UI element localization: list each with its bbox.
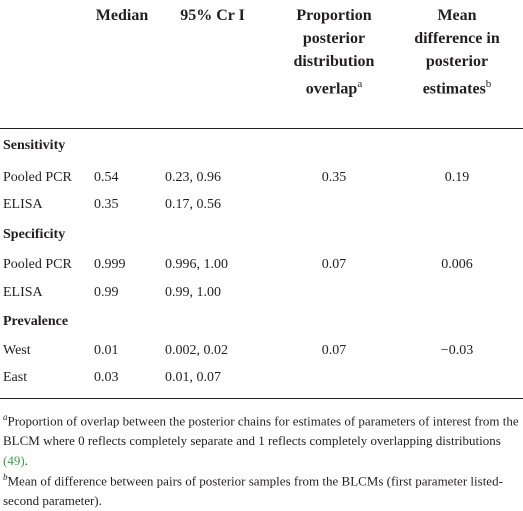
header-overlap: Proportion posterior distribution overla… xyxy=(293,7,375,98)
row-ci: 0.01, 0.07 xyxy=(165,370,221,385)
row-median: 0.03 xyxy=(94,370,119,385)
row-label: ELISA xyxy=(3,285,43,300)
footnote-marker-b: b xyxy=(485,78,492,90)
row-median: 0.99 xyxy=(94,285,119,300)
row-label: ELISA xyxy=(3,197,43,212)
row-ci: 0.99, 1.00 xyxy=(165,285,221,300)
row-mean-difference: −0.03 xyxy=(440,343,474,358)
footnote-b: bMean of difference between pairs of pos… xyxy=(3,472,503,509)
row-mean-difference: 0.006 xyxy=(441,257,473,272)
footnote-b-mark: b xyxy=(3,472,8,482)
footnote-a-mark: a xyxy=(3,412,8,422)
header-rule xyxy=(0,128,523,129)
section-sensitivity: Sensitivity xyxy=(3,138,66,153)
row-median: 0.999 xyxy=(94,257,126,272)
row-median: 0.35 xyxy=(94,197,119,212)
row-overlap: 0.07 xyxy=(321,343,347,358)
row-label: East xyxy=(3,370,28,385)
row-mean-difference: 0.19 xyxy=(444,170,470,185)
section-prevalence: Prevalence xyxy=(3,314,69,329)
footnote-marker-a: a xyxy=(357,78,363,90)
row-ci: 0.996, 1.00 xyxy=(165,257,228,272)
row-ci: 0.002, 0.02 xyxy=(165,343,228,358)
row-median: 0.01 xyxy=(94,343,119,358)
citation-link[interactable]: (49) xyxy=(3,453,25,469)
header-median: Median xyxy=(95,7,149,24)
row-median: 0.54 xyxy=(94,170,119,185)
row-overlap: 0.07 xyxy=(321,257,347,272)
table-bottom-rule xyxy=(0,398,523,399)
row-label: Pooled PCR xyxy=(3,257,72,272)
header-ci: 95% Cr I xyxy=(180,7,245,24)
row-ci: 0.23, 0.96 xyxy=(165,170,221,185)
header-mean-difference: Mean difference in posterior estimatesb xyxy=(414,7,500,98)
footnote-a: aProportion of overlap between the poste… xyxy=(3,412,519,469)
row-ci: 0.17, 0.56 xyxy=(165,197,221,212)
section-specificity: Specificity xyxy=(3,227,66,242)
row-overlap: 0.35 xyxy=(321,170,347,185)
row-label: Pooled PCR xyxy=(3,170,72,185)
row-label: West xyxy=(3,343,31,358)
